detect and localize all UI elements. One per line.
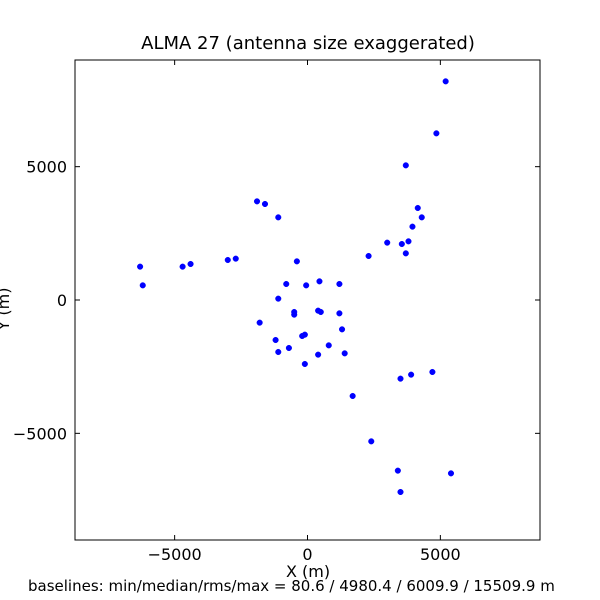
x-tick-label: 5000 <box>420 545 461 564</box>
antenna-point <box>275 214 282 221</box>
antenna-point <box>365 252 372 260</box>
antenna-point <box>418 214 425 221</box>
axis-ticks: −5000 0 5000 −5000 0 5000 <box>13 60 540 564</box>
antenna-point <box>275 295 282 302</box>
antenna-point <box>349 392 356 400</box>
antenna-point <box>447 470 455 477</box>
antenna-point <box>303 282 310 289</box>
antenna-point <box>187 260 194 268</box>
x-tick-label: 0 <box>302 545 312 564</box>
chart-title: ALMA 27 (antenna size exaggerated) <box>141 33 475 54</box>
antenna-point <box>398 240 405 248</box>
antenna-point <box>405 238 412 245</box>
antenna-point <box>139 282 146 289</box>
antenna-point <box>291 311 298 318</box>
antenna-point <box>301 331 308 338</box>
antenna-point <box>384 239 391 246</box>
antenna-point <box>137 263 144 270</box>
antenna-point <box>397 488 404 496</box>
antenna-point <box>325 342 332 349</box>
antenna-point <box>317 308 324 316</box>
y-tick-label: 5000 <box>26 158 67 177</box>
antenna-point <box>336 310 343 317</box>
antenna-point <box>224 256 231 264</box>
x-tick-label: −5000 <box>148 545 202 564</box>
antenna-point <box>394 467 401 474</box>
x-axis-label: X (m) <box>286 562 330 581</box>
antenna-point <box>442 78 449 85</box>
antenna-point <box>256 319 263 326</box>
antenna-point <box>408 371 415 378</box>
antenna-point <box>253 198 261 205</box>
antenna-point <box>336 280 343 288</box>
y-axis-label: Y (m) <box>0 288 13 332</box>
antenna-point <box>179 263 186 270</box>
antenna-point <box>285 344 292 352</box>
antenna-point <box>341 350 348 357</box>
baseline-summary: baselines: min/median/rms/max = 80.6 / 4… <box>28 577 555 595</box>
antenna-point <box>338 326 346 333</box>
data-points <box>137 78 455 496</box>
antenna-point <box>409 223 416 230</box>
antenna-point <box>433 130 440 137</box>
antenna-point <box>402 250 409 257</box>
antenna-point <box>301 360 308 368</box>
antenna-point <box>232 255 239 262</box>
antenna-point <box>414 204 421 212</box>
antenna-point <box>275 348 282 356</box>
antenna-point <box>368 438 375 445</box>
antenna-point <box>315 351 322 358</box>
y-tick-label: −5000 <box>13 424 67 443</box>
antenna-point <box>272 336 279 344</box>
y-tick-label: 0 <box>57 291 67 310</box>
antenna-point <box>397 375 404 382</box>
antenna-point <box>316 278 323 285</box>
antenna-point <box>261 200 269 208</box>
antenna-point <box>402 162 409 169</box>
antenna-point <box>429 368 436 376</box>
antenna-point <box>293 258 300 265</box>
antenna-point <box>283 280 290 288</box>
